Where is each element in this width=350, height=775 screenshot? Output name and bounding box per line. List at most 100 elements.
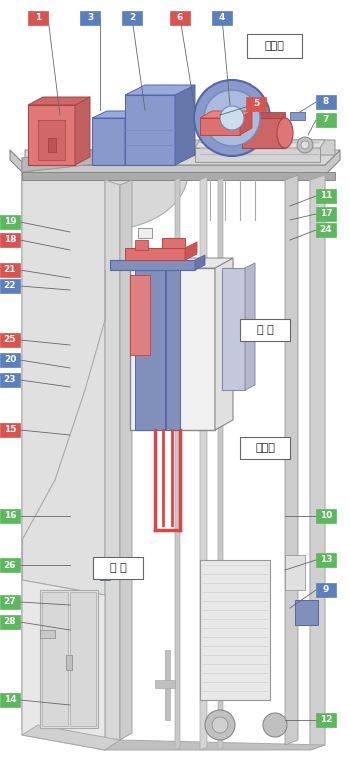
FancyBboxPatch shape [80, 11, 100, 25]
Polygon shape [42, 592, 68, 726]
Text: 12: 12 [320, 715, 332, 725]
Text: 18: 18 [4, 236, 16, 244]
Polygon shape [195, 148, 320, 162]
Polygon shape [125, 95, 175, 165]
Polygon shape [240, 111, 252, 135]
FancyBboxPatch shape [316, 207, 336, 221]
Polygon shape [75, 97, 90, 165]
Circle shape [301, 141, 309, 149]
Text: 昇降路: 昇降路 [255, 443, 275, 453]
Polygon shape [22, 172, 105, 750]
Polygon shape [135, 268, 165, 430]
Polygon shape [92, 118, 125, 165]
Polygon shape [38, 120, 65, 160]
Text: 21: 21 [4, 266, 16, 274]
Polygon shape [130, 258, 233, 268]
FancyBboxPatch shape [316, 509, 336, 523]
Polygon shape [125, 111, 140, 165]
Polygon shape [310, 175, 325, 750]
FancyBboxPatch shape [316, 189, 336, 203]
Circle shape [263, 713, 287, 737]
Text: 17: 17 [320, 209, 332, 219]
Polygon shape [130, 275, 150, 355]
Text: 14: 14 [4, 695, 16, 704]
Polygon shape [66, 655, 72, 670]
Text: 11: 11 [320, 191, 332, 201]
FancyBboxPatch shape [316, 113, 336, 127]
Polygon shape [242, 112, 285, 118]
FancyBboxPatch shape [93, 557, 143, 579]
Text: 27: 27 [4, 598, 16, 607]
FancyBboxPatch shape [316, 553, 336, 567]
FancyBboxPatch shape [28, 11, 48, 25]
FancyBboxPatch shape [0, 693, 20, 707]
Polygon shape [22, 172, 105, 595]
FancyBboxPatch shape [170, 11, 190, 25]
FancyBboxPatch shape [316, 223, 336, 237]
Text: 9: 9 [323, 585, 329, 594]
FancyBboxPatch shape [0, 263, 20, 277]
Polygon shape [175, 178, 180, 750]
Text: 13: 13 [320, 556, 332, 564]
Polygon shape [22, 172, 188, 230]
FancyBboxPatch shape [0, 333, 20, 347]
Polygon shape [110, 260, 195, 270]
Polygon shape [125, 248, 185, 260]
Polygon shape [22, 140, 175, 172]
Polygon shape [175, 85, 195, 165]
FancyBboxPatch shape [316, 583, 336, 597]
Circle shape [204, 90, 260, 146]
Text: 15: 15 [4, 425, 16, 435]
Text: 7: 7 [323, 115, 329, 125]
Polygon shape [166, 268, 180, 430]
Text: 乗 場: 乗 場 [110, 563, 126, 573]
FancyBboxPatch shape [246, 34, 301, 58]
Polygon shape [200, 118, 240, 135]
Text: 機械室: 機械室 [264, 41, 284, 51]
Polygon shape [195, 140, 325, 148]
Text: 8: 8 [323, 98, 329, 106]
Polygon shape [105, 740, 325, 750]
Polygon shape [22, 172, 335, 180]
FancyBboxPatch shape [0, 353, 20, 367]
FancyBboxPatch shape [0, 595, 20, 609]
Ellipse shape [277, 118, 293, 148]
Polygon shape [25, 150, 340, 165]
FancyBboxPatch shape [0, 279, 20, 293]
Polygon shape [28, 105, 75, 165]
Circle shape [220, 106, 244, 130]
Text: 1: 1 [35, 13, 41, 22]
Polygon shape [40, 630, 55, 638]
Polygon shape [162, 238, 185, 248]
Polygon shape [200, 111, 252, 118]
Polygon shape [92, 111, 140, 118]
Polygon shape [22, 140, 335, 172]
FancyBboxPatch shape [212, 11, 232, 25]
Text: 2: 2 [129, 13, 135, 22]
Text: 22: 22 [4, 281, 16, 291]
FancyBboxPatch shape [0, 509, 20, 523]
Polygon shape [218, 178, 223, 750]
Polygon shape [185, 242, 197, 260]
Polygon shape [165, 650, 170, 720]
FancyBboxPatch shape [316, 95, 336, 109]
Text: 3: 3 [87, 13, 93, 22]
Polygon shape [120, 180, 132, 740]
Circle shape [194, 80, 270, 156]
Polygon shape [48, 138, 56, 152]
Polygon shape [100, 562, 110, 580]
Polygon shape [105, 180, 120, 750]
Circle shape [205, 710, 235, 740]
Polygon shape [155, 680, 175, 688]
Circle shape [297, 137, 313, 153]
Polygon shape [28, 97, 90, 105]
FancyBboxPatch shape [240, 319, 290, 341]
Polygon shape [10, 150, 340, 175]
FancyBboxPatch shape [0, 373, 20, 387]
Text: か ご: か ご [257, 325, 273, 335]
Text: 28: 28 [4, 618, 16, 626]
Polygon shape [242, 118, 285, 148]
Circle shape [212, 717, 228, 733]
Polygon shape [222, 268, 245, 390]
Text: 19: 19 [4, 218, 16, 226]
